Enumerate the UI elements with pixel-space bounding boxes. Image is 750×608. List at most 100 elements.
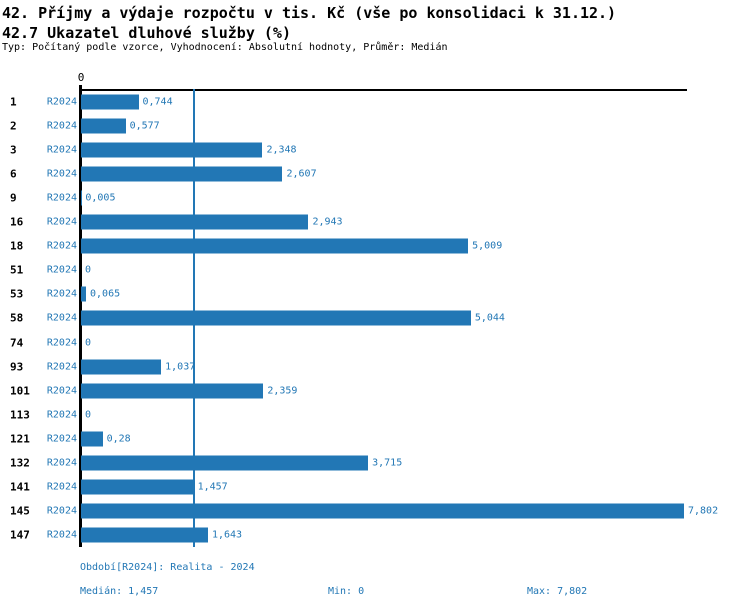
- bar-row: 51 R2024 0: [0, 258, 750, 282]
- bar: [81, 455, 369, 471]
- row-series-label: R2024: [46, 120, 77, 132]
- chart-subtitle: 42.7 Ukazatel dluhové služby (%): [2, 24, 291, 42]
- bar-value-label: 1,037: [165, 361, 196, 373]
- bar: [81, 286, 87, 302]
- bar-row: 1 R2024 0,744: [0, 90, 750, 114]
- bar-row: 3 R2024 2,348: [0, 138, 750, 162]
- row-category-label: 101: [10, 384, 30, 398]
- bar-value-label: 5,044: [474, 312, 505, 324]
- bar-row: 121 R2024 0,28: [0, 427, 750, 451]
- bar-row: 101 R2024 2,359: [0, 379, 750, 403]
- row-series-label: R2024: [46, 192, 77, 204]
- min-stat: Min: 0: [328, 586, 365, 597]
- bar-value-label: 0,577: [129, 120, 160, 132]
- row-category-label: 18: [10, 239, 24, 253]
- bar-row: 74 R2024 0: [0, 331, 750, 355]
- bar-value-label: 3,715: [372, 457, 403, 469]
- row-category-label: 58: [10, 311, 24, 325]
- chart-title: 42. Příjmy a výdaje rozpočtu v tis. Kč (…: [2, 4, 617, 22]
- bar: [81, 238, 469, 254]
- row-series-label: R2024: [46, 312, 77, 324]
- row-category-label: 141: [10, 480, 30, 494]
- bar-value-label: 0: [85, 409, 92, 421]
- bar-row: 9 R2024 0,005: [0, 186, 750, 210]
- row-series-label: R2024: [46, 433, 77, 445]
- row-series-label: R2024: [46, 168, 77, 180]
- bar-row: 132 R2024 3,715: [0, 451, 750, 475]
- bar: [81, 527, 208, 543]
- bar-row: 53 R2024 0,065: [0, 282, 750, 306]
- row-category-label: 113: [10, 408, 30, 422]
- row-category-label: 3: [10, 143, 17, 157]
- bar: [81, 503, 684, 519]
- bar-value-label: 0,744: [142, 96, 173, 108]
- row-category-label: 53: [10, 287, 24, 301]
- bar-value-label: 0,065: [90, 288, 121, 300]
- bar-row: 145 R2024 7,802: [0, 499, 750, 523]
- row-series-label: R2024: [46, 216, 77, 228]
- bar-row: 18 R2024 5,009: [0, 234, 750, 258]
- bar-row: 2 R2024 0,577: [0, 114, 750, 138]
- bar-value-label: 2,348: [266, 144, 297, 156]
- bar-row: 6 R2024 2,607: [0, 162, 750, 186]
- bar-value-label: 2,607: [286, 168, 317, 180]
- period-label: Období[R2024]: Realita - 2024: [80, 562, 255, 573]
- bar: [81, 479, 194, 495]
- bar: [81, 383, 264, 399]
- bar: [81, 359, 162, 375]
- row-category-label: 9: [10, 191, 17, 205]
- bar-row: 141 R2024 1,457: [0, 475, 750, 499]
- bar-value-label: 0: [85, 337, 92, 348]
- bar: [81, 214, 309, 230]
- row-series-label: R2024: [46, 409, 77, 421]
- row-category-label: 132: [10, 456, 30, 470]
- row-series-label: R2024: [46, 264, 77, 276]
- bar-value-label: 2,359: [267, 385, 298, 397]
- row-series-label: R2024: [46, 361, 77, 373]
- row-series-label: R2024: [46, 457, 77, 469]
- row-series-label: R2024: [46, 144, 77, 156]
- row-series-label: R2024: [46, 240, 77, 252]
- row-series-label: R2024: [46, 529, 77, 541]
- bar: [81, 118, 126, 134]
- row-series-label: R2024: [46, 96, 77, 108]
- bar-row: 147 R2024 1,643: [0, 523, 750, 547]
- row-category-label: 2: [10, 119, 17, 133]
- bar-value-label: 0: [85, 264, 92, 276]
- bar-value-label: 0,28: [106, 433, 131, 445]
- bar-value-label: 5,009: [472, 240, 503, 252]
- row-category-label: 51: [10, 263, 24, 277]
- bar-value-label: 7,802: [688, 505, 719, 517]
- x-axis-tick-label: 0: [77, 71, 85, 84]
- row-series-label: R2024: [46, 505, 77, 517]
- row-series-label: R2024: [46, 481, 77, 493]
- row-category-label: 121: [10, 432, 30, 446]
- bar: [81, 142, 263, 158]
- bar-value-label: 1,457: [197, 481, 228, 493]
- bar: [81, 431, 103, 447]
- row-category-label: 16: [10, 215, 24, 229]
- row-category-label: 1: [10, 95, 17, 109]
- bar: [81, 310, 471, 326]
- row-series-label: R2024: [46, 337, 77, 348]
- bar-value-label: 0,005: [85, 192, 116, 204]
- bar-row: 58 R2024 5,044: [0, 306, 750, 330]
- bar-row: 16 R2024 2,943: [0, 210, 750, 234]
- row-series-label: R2024: [46, 288, 77, 300]
- max-stat: Max: 7,802: [527, 586, 588, 597]
- y-axis-line: [79, 85, 82, 547]
- row-category-label: 147: [10, 528, 30, 542]
- row-category-label: 6: [10, 167, 17, 181]
- bar-row: 113 R2024 0: [0, 403, 750, 427]
- row-category-label: 93: [10, 360, 24, 374]
- bar-value-label: 2,943: [312, 216, 343, 228]
- row-category-label: 145: [10, 504, 30, 518]
- bar: [81, 166, 283, 182]
- bar: [81, 94, 139, 110]
- median-stat: Medián: 1,457: [80, 586, 159, 597]
- x-axis-line: [79, 89, 687, 91]
- row-category-label: 74: [10, 336, 24, 349]
- bar-row: 93 R2024 1,037: [0, 355, 750, 379]
- row-series-label: R2024: [46, 385, 77, 397]
